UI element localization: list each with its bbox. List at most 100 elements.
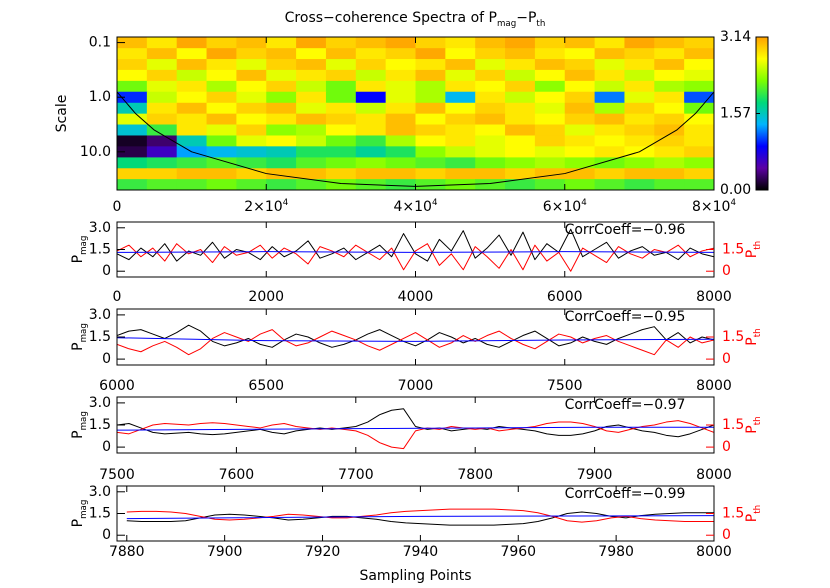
heat-cell	[415, 37, 446, 49]
heat-cell	[475, 37, 506, 49]
x-tick-label: 7600	[219, 467, 255, 483]
heat-cell	[534, 80, 566, 93]
heat-cell	[684, 146, 714, 158]
x-tick-label-part: 8×10	[692, 199, 730, 215]
heat-cell	[325, 113, 357, 126]
heat-cell	[296, 91, 327, 104]
x-tick-label: 8000	[696, 467, 732, 483]
x-tick-label-part: 7500	[547, 378, 583, 394]
heat-cell	[594, 179, 626, 190]
x-tick-label: 7880	[109, 544, 145, 560]
heat-cell	[146, 146, 178, 158]
heat-cell	[594, 48, 626, 60]
heat-cell	[415, 69, 446, 82]
heat-cell	[445, 157, 476, 169]
colorbar-tick-label: 3.14	[720, 29, 751, 45]
heat-cell	[534, 37, 566, 49]
heat-cell	[505, 135, 536, 147]
x-tick-label: 4×104	[394, 198, 438, 216]
x-tick-label: 7700	[338, 467, 374, 483]
x-tick-label: 7900	[207, 544, 243, 560]
heat-cell	[684, 91, 714, 104]
heat-cell	[206, 59, 237, 71]
y2-axis-label-part: P	[744, 514, 760, 522]
x-tick-label: 7800	[457, 467, 493, 483]
y-tick-label-part: 0.1	[89, 35, 111, 51]
x-tick-label-part: 2×10	[244, 199, 282, 215]
heat-cell	[564, 124, 596, 137]
heat-cell	[117, 135, 148, 147]
heat-cell	[415, 59, 446, 71]
heat-cell	[445, 146, 476, 158]
heat-cell	[594, 157, 626, 169]
x-tick-label-part: 6×10	[543, 199, 581, 215]
heat-cell	[594, 37, 626, 49]
heat-cell	[355, 102, 387, 115]
x-tick-label-part: 7600	[219, 467, 255, 483]
chart-title-part: Cross−coherence Spectra of P	[285, 10, 497, 26]
x-tick-label: 7900	[577, 467, 613, 483]
x-tick-label: 4000	[398, 289, 434, 305]
y-axis-label-part: P	[70, 342, 86, 350]
heat-cell	[654, 146, 685, 158]
y2-tick-label-part: 1.5	[722, 242, 744, 258]
plot-area	[117, 324, 714, 356]
heat-cell	[505, 91, 536, 104]
heat-cell	[355, 113, 387, 126]
x-tick-label: 7940	[403, 544, 439, 560]
y-tick-label-part: 0	[102, 263, 111, 279]
y-tick-label-part: 3.0	[89, 307, 111, 323]
heat-cell	[117, 146, 148, 158]
y-axis-label-part: P	[70, 255, 86, 263]
series-line	[117, 337, 714, 342]
heat-cell	[624, 124, 655, 137]
y2-axis-label: Pth	[744, 328, 763, 345]
heat-cell	[296, 102, 327, 115]
heat-cell	[325, 135, 357, 147]
heat-cell	[654, 48, 685, 60]
heat-cell	[176, 48, 208, 60]
x-tick-label: 7980	[598, 544, 634, 560]
heat-cell	[296, 157, 327, 169]
heat-cell	[534, 135, 566, 147]
y-tick-label-part: 0	[102, 351, 111, 367]
heat-cell	[654, 157, 685, 169]
heat-cell	[236, 59, 267, 71]
heat-cell	[684, 37, 714, 49]
x-tick-label-part: 4	[283, 198, 289, 208]
y-tick-label: 3.0	[89, 220, 111, 236]
heat-cell	[146, 69, 178, 82]
heat-cell	[176, 37, 208, 49]
heat-cell	[176, 80, 208, 93]
plot-area	[117, 408, 714, 450]
heat-cell	[355, 48, 387, 60]
heat-cell	[475, 69, 506, 82]
annotation: CorrCoeff=−0.97	[565, 397, 686, 413]
y2-tick-label-part: 1.5	[722, 329, 744, 345]
annotation: CorrCoeff=−0.95	[565, 309, 686, 325]
heat-cell	[684, 168, 714, 180]
heat-cell	[176, 168, 208, 180]
y2-tick-label-part: 1.5	[722, 417, 744, 433]
heat-cell	[475, 59, 506, 71]
heat-cell	[654, 59, 685, 71]
y2-tick-label: 1.5	[722, 417, 744, 433]
heat-cell	[236, 168, 267, 180]
heat-cell	[415, 48, 446, 60]
heat-cell	[266, 124, 297, 137]
heat-cell	[415, 157, 446, 169]
y-tick-label: 0	[102, 439, 111, 455]
heat-cell	[564, 37, 596, 49]
heat-cell	[385, 146, 417, 158]
heat-cell	[624, 37, 655, 49]
y-tick-label: 3.0	[89, 484, 111, 500]
heat-cell	[325, 124, 357, 137]
heat-cell	[206, 168, 237, 180]
heat-cell	[684, 157, 714, 169]
heat-cell	[266, 48, 297, 60]
heat-cell	[236, 157, 267, 169]
heat-cell	[684, 124, 714, 137]
heat-cell	[475, 91, 506, 104]
